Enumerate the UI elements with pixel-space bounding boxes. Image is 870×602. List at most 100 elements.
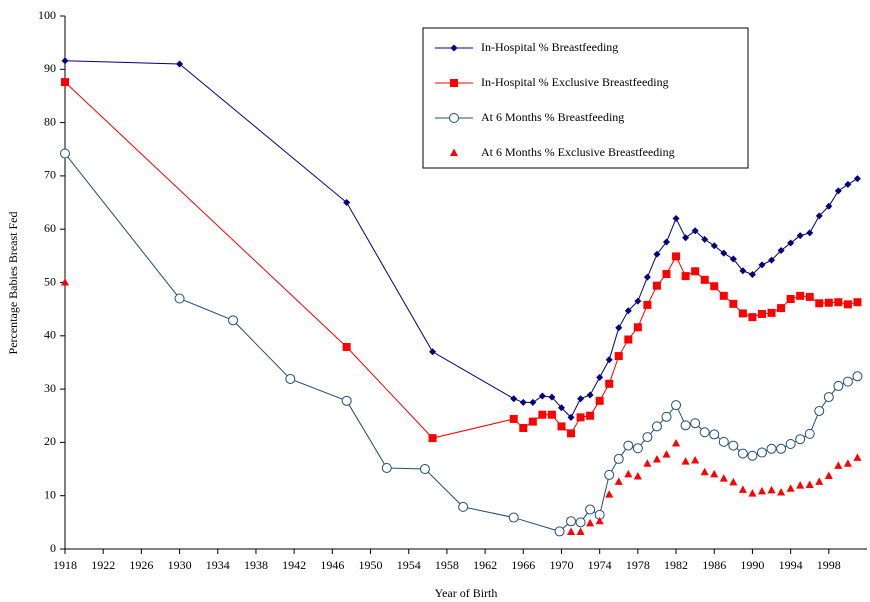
point [510,395,518,403]
point [729,477,738,486]
x-tick-label: 1922 [91,558,115,572]
point [575,517,586,528]
point [519,424,528,433]
point [61,57,69,65]
point [815,212,823,220]
point [634,297,642,305]
point [777,488,786,496]
point [681,272,690,281]
point [796,232,804,240]
point [767,308,776,317]
point [748,313,757,322]
point [796,291,805,300]
y-tick-label: 40 [44,328,56,342]
point [853,298,862,307]
point [554,526,565,537]
point [701,235,709,243]
x-tick-label: 1934 [206,558,230,572]
series [61,57,861,421]
point [381,462,392,473]
y-tick-label: 30 [44,381,56,395]
point [519,398,527,406]
point [60,148,70,159]
point [624,307,632,315]
point [700,467,709,476]
point [661,411,672,422]
point [709,429,720,440]
y-tick-label: 70 [44,168,56,182]
series-line [64,153,858,532]
x-tick-label: 1918 [53,558,77,572]
point [777,247,785,255]
point [757,309,766,318]
point [834,298,843,307]
x-tick-label: 1930 [168,558,192,572]
point [595,516,604,525]
point [737,448,748,459]
point [747,450,758,461]
point [615,324,623,332]
point [806,229,814,237]
point [508,512,519,523]
point [691,227,699,235]
series [61,278,862,535]
legend-label: In-Hospital % Breastfeeding [481,40,618,54]
point [786,484,795,492]
point [710,469,719,478]
point [586,391,594,399]
point [786,295,795,304]
point [710,282,719,291]
point [653,250,661,258]
x-tick-label: 1998 [817,558,841,572]
point [557,422,566,431]
point [651,421,662,432]
x-tick-label: 1954 [397,558,421,572]
point [567,429,576,438]
point [450,44,458,52]
point [739,267,747,275]
point [605,490,614,498]
y-tick-label: 80 [44,114,56,128]
y-axis-label: Percentage Babies Breast Fed [6,212,20,355]
point [596,373,604,381]
point [682,234,690,242]
point [605,379,614,388]
point [341,395,352,406]
point [419,464,430,475]
point [449,113,459,123]
point [643,300,652,309]
point [729,255,737,263]
point [595,396,604,405]
point [842,376,853,387]
point [672,215,680,223]
point [719,291,728,300]
x-tick-label: 1974 [588,558,612,572]
point [509,414,518,423]
point [815,477,824,485]
point [605,356,613,364]
legend-label: At 6 Months % Breastfeeding [481,110,624,124]
point [613,453,624,464]
point [728,440,739,451]
point [672,252,681,261]
point [643,459,652,467]
point [805,480,814,489]
point [662,269,671,278]
point [824,298,833,307]
point [585,504,596,515]
point [853,175,861,183]
point [833,380,844,391]
point [680,420,691,431]
x-tick-label: 1950 [359,558,383,572]
point [566,516,577,527]
point [795,434,806,445]
y-tick-label: 60 [44,221,56,235]
series-line [64,81,858,439]
y-tick-label: 0 [50,541,56,555]
point [567,527,576,535]
point [844,180,852,188]
point [633,472,642,480]
legend-box [422,27,749,169]
point [61,278,69,286]
